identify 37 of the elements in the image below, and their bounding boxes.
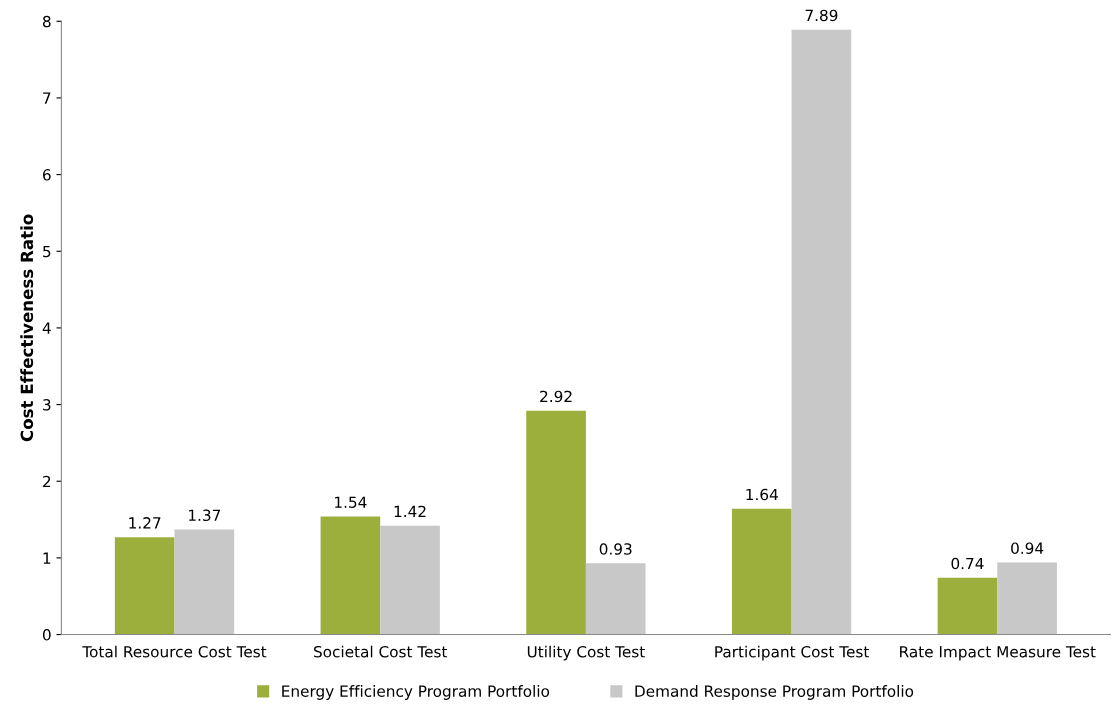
bar — [114, 537, 175, 635]
bar — [380, 525, 440, 635]
bar — [526, 410, 586, 635]
y-tick-label: 4 — [42, 322, 51, 334]
data-label: 1.37 — [189, 509, 221, 522]
x-tick-label: Participant Cost Test — [715, 645, 869, 661]
y-tick-label: 8 — [42, 15, 51, 28]
bar — [997, 562, 1057, 635]
x-tick-label: Utility Cost Test — [527, 645, 645, 661]
y-tick-label: 1 — [43, 552, 51, 564]
y-tick-label: 6 — [43, 169, 51, 181]
data-label: 0.94 — [1011, 542, 1044, 554]
x-tick-label: Total Resource Cost Test — [82, 645, 267, 658]
data-label: 0.74 — [951, 557, 984, 570]
bar — [937, 577, 998, 635]
y-tick-label: 0 — [42, 629, 51, 641]
legend-label: Energy Efficiency Program Portfolio — [282, 685, 550, 700]
data-label: 1.27 — [129, 517, 161, 529]
data-label: 1.64 — [746, 488, 778, 501]
y-tick-label: 3 — [43, 399, 51, 411]
y-tick-label: 7 — [43, 92, 51, 104]
data-label: 1.54 — [335, 496, 367, 508]
x-tick-label: Societal Cost Test — [313, 645, 448, 658]
bar — [174, 529, 235, 635]
y-axis-title: Cost Effectiveness Ratio — [20, 214, 34, 442]
y-tick-label: 2 — [43, 475, 51, 488]
bar — [731, 508, 792, 635]
data-label: 2.92 — [540, 390, 572, 403]
bar — [320, 516, 381, 635]
bar — [585, 563, 646, 635]
legend-label: Demand Response Program Portfolio — [635, 685, 914, 700]
y-tick-label: 5 — [43, 245, 51, 258]
data-label: 0.93 — [599, 543, 632, 555]
bar — [791, 29, 852, 635]
x-tick-label: Rate Impact Measure Test — [900, 646, 1096, 661]
data-label: 1.42 — [394, 505, 426, 517]
data-label: 7.89 — [805, 9, 838, 22]
